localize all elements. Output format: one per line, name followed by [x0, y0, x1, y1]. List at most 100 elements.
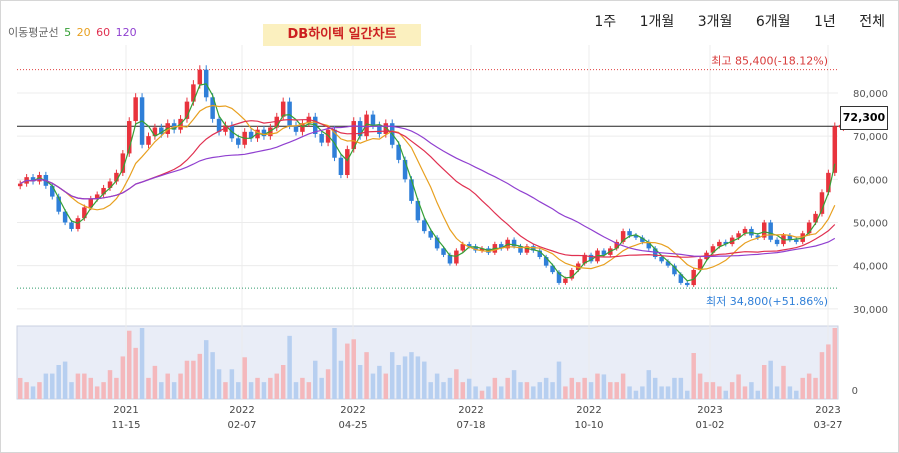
- volume-bar: [56, 365, 61, 399]
- volume-bar: [672, 377, 677, 399]
- candle-body: [588, 254, 594, 262]
- candle-body: [685, 282, 690, 286]
- volume-bar: [819, 352, 825, 399]
- period-selector: 1주 1개월 3개월 6개월 1년 전체: [575, 11, 885, 31]
- period-6m-button[interactable]: 6개월: [755, 14, 791, 30]
- candle-body: [447, 254, 453, 264]
- volume-bar: [338, 360, 344, 399]
- candle-body: [717, 241, 722, 247]
- volume-bar: [710, 382, 716, 399]
- candle-body: [826, 172, 831, 193]
- candle-body: [383, 123, 389, 134]
- x-tick-date: 02-07: [227, 420, 256, 431]
- candle-body: [50, 185, 55, 197]
- volume-bar: [389, 352, 395, 399]
- volume-bar: [473, 386, 478, 399]
- volume-bar: [255, 377, 260, 399]
- candle-body: [723, 241, 728, 245]
- volume-bar: [37, 382, 42, 399]
- candle-body: [787, 235, 793, 240]
- ma20-legend: 20: [76, 26, 91, 39]
- candle-body: [479, 248, 485, 251]
- candle-body: [415, 200, 421, 221]
- candle-body: [646, 241, 652, 249]
- candle-body: [678, 274, 684, 283]
- candle-body: [101, 187, 106, 195]
- volume-bar: [569, 377, 575, 399]
- period-all-button[interactable]: 전체: [859, 14, 885, 30]
- x-tick-date: 01-02: [695, 420, 724, 431]
- candle-body: [248, 131, 254, 139]
- volume-bar: [345, 343, 350, 399]
- volume-bar: [729, 382, 735, 399]
- volume-bar: [595, 373, 600, 399]
- volume-bar: [268, 377, 273, 399]
- volume-bar: [434, 373, 440, 399]
- candle-body: [56, 196, 61, 212]
- volume-bar: [101, 382, 106, 399]
- candle-body: [434, 237, 440, 249]
- volume-bar: [781, 365, 786, 399]
- ma-legend-label: 이동평균선: [8, 26, 59, 39]
- candle-body: [774, 239, 780, 245]
- candle-body: [511, 239, 517, 247]
- volume-bar: [492, 377, 498, 399]
- volume-bar: [697, 373, 703, 399]
- candle-body: [768, 222, 773, 240]
- volume-bar: [114, 377, 119, 399]
- candle-body: [351, 121, 356, 150]
- volume-bar: [409, 352, 414, 399]
- volume-bar: [652, 377, 658, 399]
- volume-bar: [229, 369, 235, 399]
- period-1m-button[interactable]: 1개월: [639, 14, 675, 30]
- candle-body: [338, 157, 344, 176]
- volume-bar: [30, 386, 36, 399]
- candle-body: [377, 125, 382, 134]
- volume-bar: [685, 390, 690, 399]
- volume-bar: [550, 382, 555, 399]
- volume-bar: [159, 382, 164, 399]
- candle-body: [499, 244, 504, 249]
- volume-bar: [511, 370, 517, 399]
- volume-bar: [203, 340, 209, 399]
- x-tick-year: 2023: [697, 405, 722, 416]
- candle-body: [601, 250, 607, 255]
- candle-body: [216, 118, 222, 132]
- x-tick-year: 2022: [340, 405, 365, 416]
- volume-bar: [640, 386, 645, 399]
- candle-body: [691, 269, 696, 286]
- volume-bar: [306, 382, 312, 399]
- x-tick-year: 2021: [113, 405, 138, 416]
- volume-bar: [88, 377, 94, 399]
- period-3m-button[interactable]: 3개월: [697, 14, 733, 30]
- volume-bar: [280, 365, 286, 399]
- candle-body: [806, 222, 812, 234]
- volume-bar: [742, 386, 748, 399]
- volume-bar: [665, 386, 671, 399]
- candle-body: [633, 235, 639, 238]
- candle-body: [518, 246, 523, 253]
- candle-body: [191, 84, 196, 102]
- volume-bar: [832, 328, 838, 399]
- candle-body: [62, 211, 68, 223]
- candle-body: [88, 198, 94, 208]
- volume-bar: [133, 347, 138, 399]
- volume-bar: [293, 382, 299, 399]
- period-1y-button[interactable]: 1년: [813, 14, 836, 30]
- volume-bar: [178, 373, 183, 399]
- period-1w-button[interactable]: 1주: [594, 14, 617, 30]
- volume-bar: [608, 382, 613, 399]
- candle-body: [364, 114, 369, 137]
- candle-body: [370, 114, 376, 126]
- volume-bar: [300, 377, 305, 399]
- candle-body: [659, 257, 664, 262]
- current-price-label: 72,300: [840, 106, 888, 130]
- volume-bar: [646, 370, 652, 399]
- candle-body: [543, 257, 549, 266]
- candle-body: [345, 149, 350, 176]
- candle-body: [114, 172, 119, 182]
- volume-bar: [454, 369, 459, 399]
- candle-body: [819, 192, 825, 214]
- candle-body: [672, 265, 677, 275]
